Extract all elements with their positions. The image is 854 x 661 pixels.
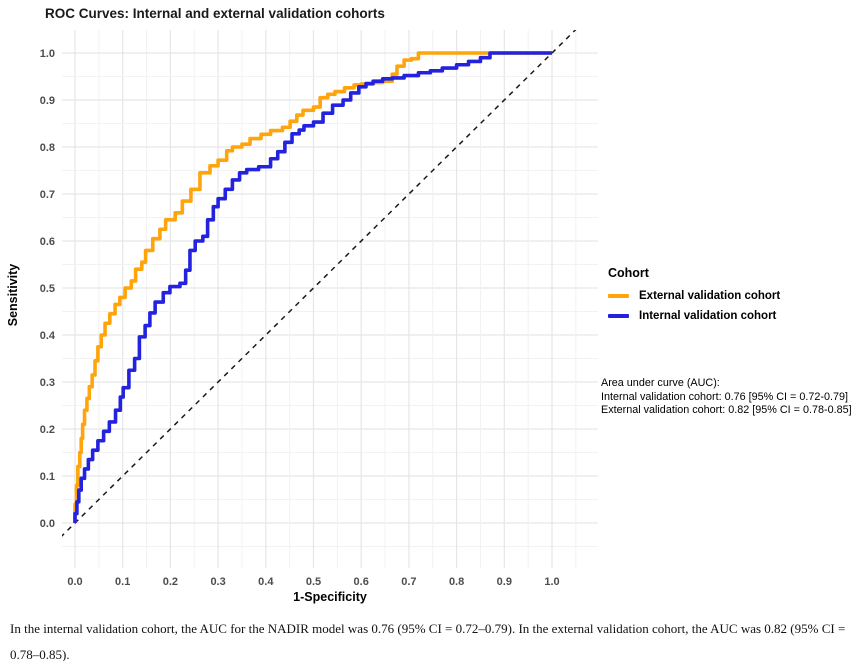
- legend-key-external-line-icon: [608, 294, 629, 298]
- y-tick-label: 0.3: [40, 377, 55, 389]
- figure-caption: In the internal validation cohort, the A…: [10, 621, 846, 661]
- y-tick-label: 0.2: [40, 424, 55, 436]
- x-tick-labels: 0.0 0.1 0.2 0.3 0.4 0.5 0.6 0.7 0.8 0.9 1.0: [67, 576, 559, 588]
- x-tick-label: 0.9: [497, 576, 512, 588]
- x-axis-label: 1-Specificity: [293, 590, 367, 604]
- legend-title: Cohort: [608, 266, 649, 280]
- diagonal-reference-line: [62, 30, 577, 537]
- y-tick-label: 0.5: [40, 283, 55, 295]
- y-tick-label: 0.4: [40, 330, 56, 342]
- x-tick-label: 0.6: [354, 576, 369, 588]
- legend-item-external: External validation cohort: [608, 290, 780, 302]
- legend-item-internal: Internal validation cohort: [608, 310, 780, 322]
- roc-plot: 0.0 0.1 0.2 0.3 0.4 0.5 0.6 0.7 0.8 0.9 1.0 0.0 0.1…: [6, 30, 598, 604]
- x-tick-label: 0.4: [258, 576, 274, 588]
- gridlines: [62, 30, 598, 568]
- y-axis-label: Sensitivity: [6, 264, 20, 327]
- legend-key-internal-line-icon: [608, 314, 629, 318]
- legend-label-internal: Internal validation cohort: [639, 310, 777, 322]
- y-tick-label: 0.6: [40, 236, 55, 248]
- y-tick-labels: 0.0 0.1 0.2 0.3 0.4 0.5 0.6 0.7 0.8 0.9 1.0: [40, 48, 56, 530]
- y-tick-label: 1.0: [40, 48, 55, 60]
- x-tick-label: 0.1: [115, 576, 130, 588]
- y-tick-label: 0.0: [40, 518, 55, 530]
- y-tick-label: 0.7: [40, 189, 55, 201]
- roc-curve-internal: [73, 51, 552, 523]
- y-tick-label: 0.1: [40, 471, 55, 483]
- x-tick-label: 0.2: [163, 576, 178, 588]
- auc-annotation: Area under curve (AUC): Internal validat…: [601, 377, 852, 418]
- legend: Cohort External validation cohort Intern…: [608, 266, 780, 330]
- auc-annotation-internal: Internal validation cohort: 0.76 [95% CI…: [601, 390, 848, 403]
- x-tick-label: 0.3: [210, 576, 225, 588]
- x-tick-label: 1.0: [544, 576, 559, 588]
- legend-label-external: External validation cohort: [639, 290, 781, 302]
- auc-annotation-header: Area under curve (AUC):: [601, 377, 720, 389]
- x-tick-label: 0.8: [449, 576, 464, 588]
- x-tick-label: 0.0: [67, 576, 82, 588]
- chart-title: ROC Curves: Internal and external valida…: [45, 6, 385, 21]
- x-tick-label: 0.7: [401, 576, 416, 588]
- auc-annotation-external: External validation cohort: 0.82 [95% CI…: [601, 404, 852, 416]
- roc-curves: [73, 51, 552, 523]
- roc-curve-external: [73, 51, 552, 523]
- y-tick-label: 0.9: [40, 95, 55, 107]
- x-tick-label: 0.5: [306, 576, 321, 588]
- y-tick-label: 0.8: [40, 142, 55, 154]
